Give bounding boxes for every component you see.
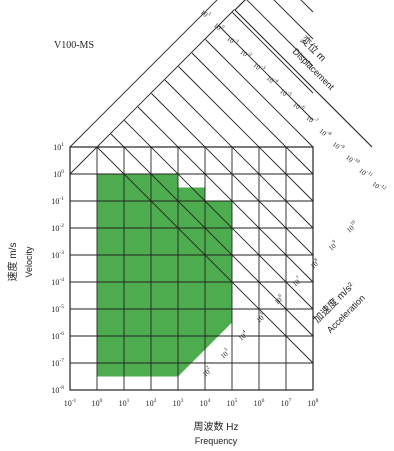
y-tick-label: 10-6 xyxy=(51,331,64,341)
x-tick-label: 107 xyxy=(281,398,292,408)
acceleration-tick-label: 104 xyxy=(237,329,250,342)
operating-range-layer xyxy=(97,174,232,377)
y-tick-label: 100 xyxy=(53,169,64,179)
acceleration-line xyxy=(151,93,314,256)
plot-frame xyxy=(69,146,314,391)
y-tick-label: 10-5 xyxy=(51,304,64,314)
displacement-tick-label: 10-6 xyxy=(291,100,306,114)
x-tick-label: 104 xyxy=(200,398,211,408)
acceleration-tick-label: 109 xyxy=(327,239,340,252)
displacement-tick-label: 10-1 xyxy=(225,34,240,48)
y-tick-label: 10-1 xyxy=(51,196,64,206)
acceleration-tick-label: 106 xyxy=(273,293,286,306)
y-tick-label: 10-4 xyxy=(51,277,64,287)
displacement-tick-label: 10-8 xyxy=(318,126,333,140)
grid-layer xyxy=(69,0,373,391)
acceleration-tick-label: 1010 xyxy=(345,220,360,235)
x-tick-label: 100 xyxy=(92,398,103,408)
acceleration-line xyxy=(205,39,314,148)
x-tick-label: 102 xyxy=(146,398,157,408)
operating-range-area xyxy=(97,174,232,377)
displacement-line xyxy=(69,0,218,148)
displacement-tick-label: 10-4 xyxy=(265,73,280,87)
y-tick-label: 10-3 xyxy=(51,250,64,260)
x-tick-label: 101 xyxy=(119,398,130,408)
displacement-tick-label: 10-9 xyxy=(331,139,346,153)
frequency-label-jp: 周波数 Hz xyxy=(194,420,239,433)
x-tick-label: 105 xyxy=(227,398,238,408)
acceleration-tick-label: 102 xyxy=(201,365,214,378)
y-tick-label: 10-7 xyxy=(51,358,64,368)
acceleration-line xyxy=(191,52,314,175)
acceleration-tick-label: 107 xyxy=(291,275,304,288)
acceleration-line xyxy=(97,147,314,364)
acceleration-line xyxy=(178,66,314,202)
displacement-line xyxy=(69,9,235,175)
velocity-label-jp: 速度 m/s xyxy=(6,243,19,282)
displacement-tick-label: 10-7 xyxy=(304,113,319,127)
acceleration-line xyxy=(218,25,314,121)
y-tick-label: 10-2 xyxy=(51,223,64,233)
displacement-tick-label: 10-2 xyxy=(238,47,253,61)
y-tick-label: 10-8 xyxy=(51,385,64,395)
acceleration-line xyxy=(273,0,314,40)
displacement-scale-edge xyxy=(234,9,373,148)
acceleration-line xyxy=(246,0,314,67)
acceleration-line xyxy=(110,133,314,337)
displacement-tick-label: 101 xyxy=(199,7,212,20)
frequency-label-en: Frequency xyxy=(195,436,238,446)
x-tick-label: 108 xyxy=(308,398,319,408)
displacement-tick-label: 10-12 xyxy=(370,179,387,195)
x-tick-label: 10-1 xyxy=(64,398,77,408)
acceleration-line xyxy=(124,120,314,310)
acceleration-line xyxy=(137,106,314,283)
acceleration-line xyxy=(232,12,314,94)
y-tick-label: 101 xyxy=(53,142,64,152)
acceleration-tick-label: 103 xyxy=(219,347,232,360)
model-label: V100-MS xyxy=(54,40,94,51)
acceleration-tick-label: 108 xyxy=(309,257,322,270)
x-tick-label: 103 xyxy=(173,398,184,408)
displacement-tick-label: 100 xyxy=(212,21,225,34)
acceleration-line xyxy=(300,0,314,13)
displacement-tick-label: 10-11 xyxy=(357,166,374,182)
displacement-tick-label: 10-3 xyxy=(252,60,267,74)
acceleration-line xyxy=(164,79,314,229)
velocity-label-en: Velocity xyxy=(24,246,34,278)
displacement-tick-label: 10-5 xyxy=(278,87,293,101)
displacement-tick-label: 10-10 xyxy=(344,153,361,169)
acceleration-tick-label: 105 xyxy=(255,311,268,324)
x-tick-label: 106 xyxy=(254,398,265,408)
